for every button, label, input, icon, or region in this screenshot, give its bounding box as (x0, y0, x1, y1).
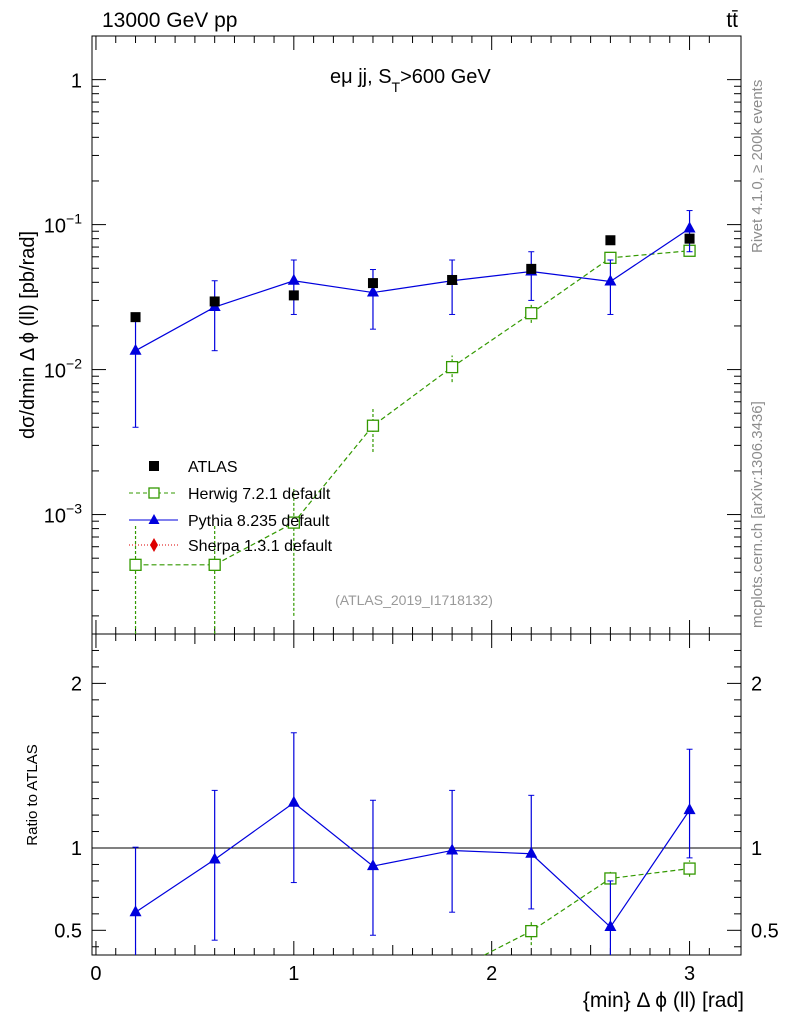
main-y-tick-label-base: 10 (44, 506, 66, 528)
x-tick-label: 0 (90, 963, 101, 985)
pythia-ratio-point (446, 843, 459, 855)
main-title-tail: >600 GeV (400, 66, 491, 88)
pythia-ratio-point (366, 859, 379, 871)
ratio-axis-ticks: 0.5 0.5 1 1 2 2 0 1 2 3 (54, 634, 779, 985)
ratio-y-tick-label-right: 0.5 (751, 920, 779, 942)
atlas-data-point (684, 233, 695, 244)
atlas-data-point (209, 296, 220, 307)
atlas-data-point (367, 278, 378, 289)
pythia-line (135, 228, 690, 352)
atlas-data-point (526, 263, 537, 274)
main-y-tick-label: 1 (71, 71, 82, 93)
legend-sherpa-marker (150, 538, 158, 552)
legend-herwig-label: Herwig 7.2.1 default (188, 486, 331, 503)
main-y-tick-label-exponent: −2 (66, 356, 82, 372)
x-axis-label: {min} Δ ϕ (ll) [rad] (583, 989, 744, 1012)
rivet-version-label: Rivet 4.1.0, ≥ 200k events (749, 80, 766, 253)
ratio-y-tick-label-right: 1 (751, 838, 762, 860)
legend-pythia-marker (148, 514, 160, 524)
pythia-ratio-point (287, 795, 300, 807)
main-y-tick-label-base: 1 (71, 71, 82, 93)
ratio-y-tick-label-right: 2 (751, 673, 762, 695)
pythia-point (129, 343, 142, 355)
atlas-data-point (447, 274, 458, 285)
pythia-ratio-point (604, 920, 617, 932)
main-y-tick-label-exponent: −3 (66, 501, 82, 517)
herwig-point (525, 307, 538, 320)
pythia-ratio-point (525, 846, 538, 858)
legend-pythia-label: Pythia 8.235 default (188, 513, 330, 530)
legend-herwig-marker (148, 487, 160, 499)
pythia-ratio-line (135, 801, 691, 928)
herwig-ratio-point (525, 924, 538, 938)
herwig-ratio-point (683, 862, 696, 875)
pythia-ratio-point (129, 905, 142, 917)
herwig-point (129, 558, 142, 571)
mcplots-label: mcplots.cern.ch [arXiv:1306.3436] (749, 401, 766, 628)
main-y-tick-label-exponent: −1 (66, 211, 82, 227)
ratio-y-tick-label: 2 (71, 673, 82, 695)
x-tick-label: 2 (486, 963, 497, 985)
herwig-ratio-line (484, 867, 690, 956)
x-tick-label: 1 (288, 963, 299, 985)
main-axis-ticks: 110−110−210−3 (44, 35, 741, 634)
pythia-ratio-point (683, 803, 696, 815)
herwig-point (445, 360, 459, 374)
atlas-data-point (605, 235, 616, 246)
main-y-label: dσ/dmin Δ ϕ (ll) [pb/rad] (17, 231, 39, 439)
main-y-tick-label-base: 10 (44, 216, 66, 238)
pythia-point (366, 285, 379, 297)
x-tick-label: 3 (684, 963, 695, 985)
pythia-point (287, 273, 300, 285)
main-y-tick-label: 10−1 (44, 211, 82, 238)
pythia-ratio-point (208, 852, 221, 864)
ratio-series-layer (129, 732, 696, 956)
ratio-y-label: Ratio to ATLAS (24, 744, 41, 845)
main-title-text: eμ jj, S (330, 66, 392, 88)
main-y-tick-label: 10−2 (44, 356, 82, 383)
process-label: tt̄ (726, 9, 738, 32)
herwig-point (366, 419, 380, 432)
legend: ATLAS Herwig 7.2.1 default Pythia 8.235 … (129, 459, 333, 555)
ratio-panel-frame (91, 633, 742, 956)
herwig-point (287, 516, 300, 529)
pythia-point (683, 221, 696, 233)
main-title-subscript: T (392, 79, 401, 95)
main-y-tick-label-base: 10 (44, 361, 66, 383)
ratio-y-tick-label: 1 (71, 838, 82, 860)
ratio-y-tick-label: 0.5 (54, 920, 82, 942)
analysis-id-watermark: (ATLAS_2019_I1718132) (335, 592, 493, 608)
main-series-layer (129, 210, 696, 634)
atlas-data-point (288, 290, 299, 301)
energy-label: 13000 GeV pp (102, 9, 237, 32)
herwig-line (135, 250, 690, 566)
legend-atlas-marker (149, 461, 159, 471)
pythia-point (604, 274, 617, 286)
atlas-data-point (130, 312, 141, 323)
legend-sherpa-label: Sherpa 1.3.1 default (188, 538, 333, 555)
main-title: eμ jj, ST>600 GeV (330, 66, 491, 95)
main-y-tick-label: 10−3 (44, 501, 82, 528)
herwig-point (208, 558, 221, 571)
legend-atlas-label: ATLAS (188, 459, 238, 476)
